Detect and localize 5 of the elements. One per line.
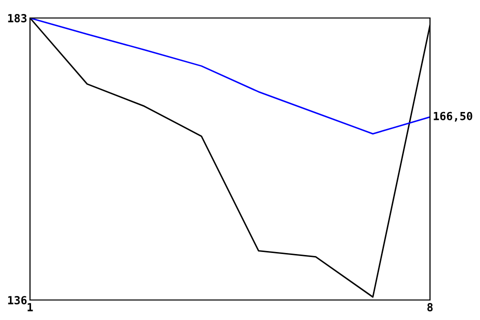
x-tick-label: 1 bbox=[28, 303, 33, 312]
y-tick-label: 136 bbox=[8, 296, 27, 304]
y-tick-label: 183 bbox=[8, 14, 26, 22]
x-tick-label: 8 bbox=[427, 302, 433, 312]
annotation: 166,50 bbox=[434, 112, 472, 122]
